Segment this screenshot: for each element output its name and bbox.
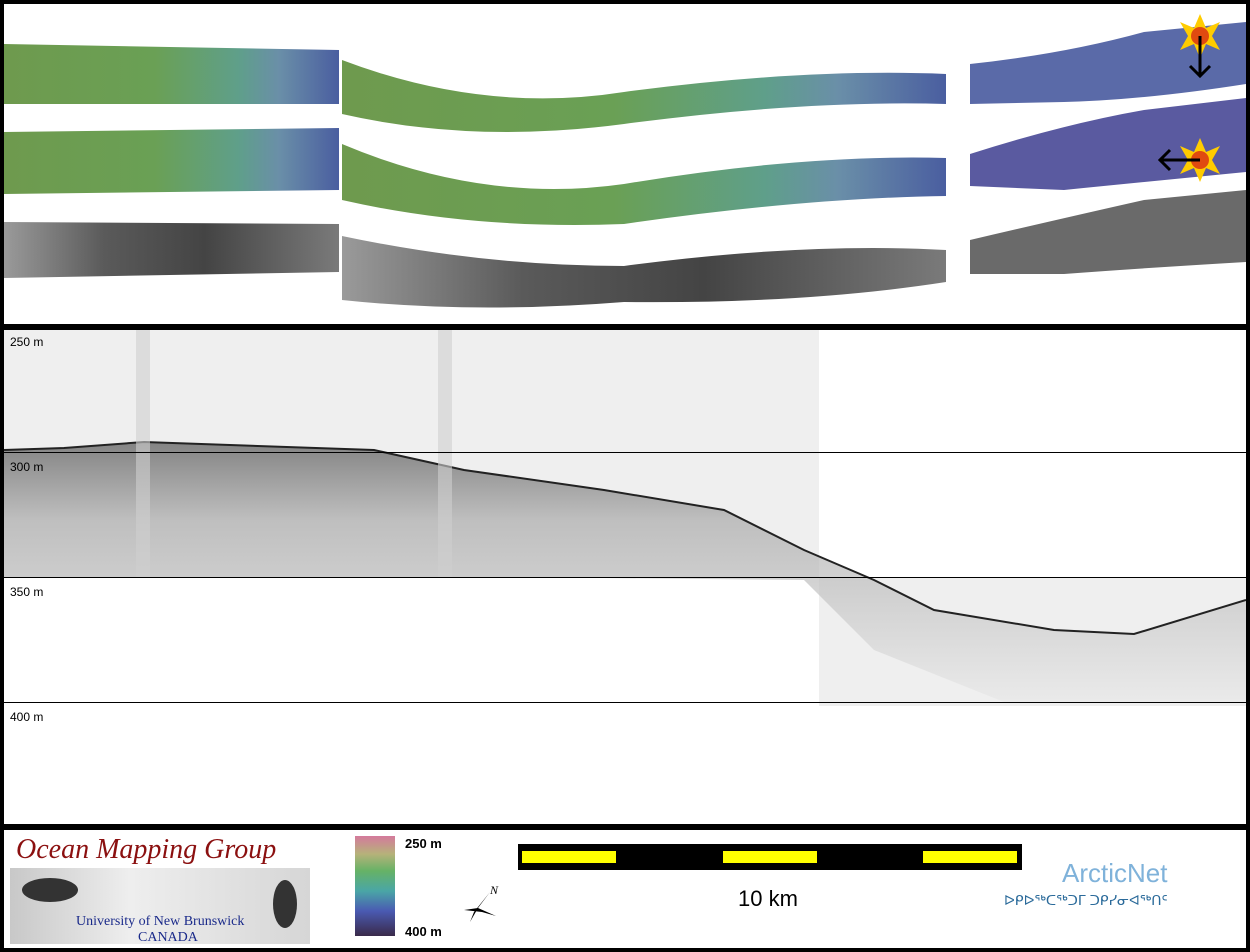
- scale-bar-segment: [923, 851, 1017, 863]
- down-arrow-icon: [1188, 36, 1212, 79]
- depth-label-300: 300 m: [10, 460, 44, 474]
- subbottom-profile-panel: 250 m 300 m 350 m 400 m: [4, 330, 1246, 824]
- scale-bar-label: 10 km: [738, 886, 798, 911]
- swath-strip-row1-b: [342, 60, 946, 132]
- arcticnet-logo-subtitle: ᐅᑭᐅᖅᑕᖅᑐᒥ ᑐᑭᓯᓂᐊᖅᑎᑦ: [1004, 892, 1168, 908]
- arcticnet-logo-title: ArcticNet: [1062, 858, 1168, 888]
- swath-mosaic-panel: [4, 4, 1246, 324]
- multibeam-image-icon: [22, 878, 297, 928]
- swath-strip-row3-a: [4, 222, 339, 278]
- swath-strip-row3-b: [342, 236, 946, 308]
- colorbar-top-label: 250 m: [405, 836, 442, 851]
- depth-gridline-350: [4, 577, 1246, 578]
- noise-band: [438, 330, 452, 578]
- depth-colorbar: [355, 836, 395, 936]
- north-arrow-icon: N: [464, 883, 499, 922]
- depth-label-400: 400 m: [10, 710, 44, 724]
- depth-gridline-400: [4, 702, 1246, 703]
- ocean-mapping-group-title: Ocean Mapping Group: [16, 834, 277, 865]
- north-arrow-label: N: [489, 883, 499, 897]
- omg-logo-image: [10, 868, 310, 944]
- scale-bar-segment: [522, 851, 616, 863]
- swath-strip-row2-c: [970, 98, 1246, 190]
- swath-strips: [4, 14, 1246, 308]
- seabed-reflection: [4, 442, 1246, 702]
- depth-label-250: 250 m: [10, 335, 44, 349]
- swath-strip-row1-c: [970, 22, 1246, 104]
- university-name: University of New Brunswick: [76, 914, 245, 929]
- footer-panel: Ocean Mapping Group University of New Br…: [4, 830, 1246, 948]
- colorbar-bottom-label: 400 m: [405, 924, 442, 939]
- swath-strip-row2-a: [4, 128, 339, 194]
- scale-bar-segment: [723, 851, 817, 863]
- scale-bar: [518, 844, 1022, 870]
- depth-label-350: 350 m: [10, 585, 44, 599]
- country-name: CANADA: [138, 930, 198, 945]
- swath-strip-row1-a: [4, 44, 339, 104]
- noise-band: [136, 330, 150, 578]
- left-arrow-icon: [1157, 148, 1200, 172]
- profile-echogram: [4, 330, 1246, 706]
- depth-gridline-300: [4, 452, 1246, 453]
- swath-strip-row3-c: [970, 190, 1246, 274]
- swath-strip-row2-b: [342, 144, 946, 225]
